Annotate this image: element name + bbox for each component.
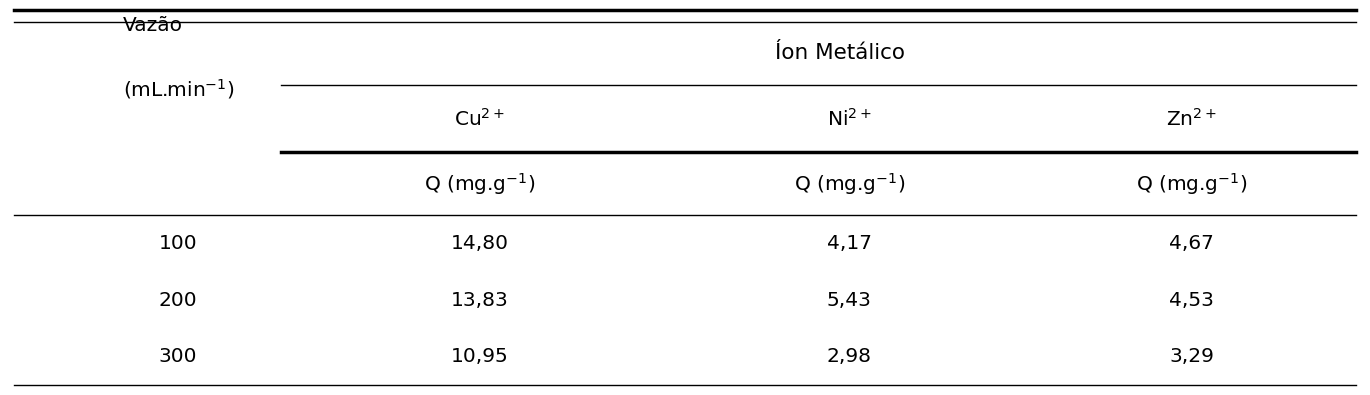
Text: Vazão: Vazão <box>123 16 184 35</box>
Text: 200: 200 <box>159 291 197 310</box>
Text: 300: 300 <box>159 347 197 366</box>
Text: Q (mg.g$^{-1}$): Q (mg.g$^{-1}$) <box>1136 171 1248 197</box>
Text: 4,67: 4,67 <box>1170 234 1214 253</box>
Text: Q (mg.g$^{-1}$): Q (mg.g$^{-1}$) <box>423 171 536 197</box>
Text: 14,80: 14,80 <box>451 234 508 253</box>
Text: 4,53: 4,53 <box>1170 291 1214 310</box>
Text: Zn$^{2+}$: Zn$^{2+}$ <box>1166 107 1218 130</box>
Text: Q (mg.g$^{-1}$): Q (mg.g$^{-1}$) <box>793 171 906 197</box>
Text: 100: 100 <box>159 234 197 253</box>
Text: Cu$^{2+}$: Cu$^{2+}$ <box>453 107 506 130</box>
Text: 10,95: 10,95 <box>451 347 508 366</box>
Text: Íon Metálico: Íon Metálico <box>775 43 906 63</box>
Text: 5,43: 5,43 <box>827 291 871 310</box>
Text: 2,98: 2,98 <box>827 347 871 366</box>
Text: Ni$^{2+}$: Ni$^{2+}$ <box>827 107 871 130</box>
Text: (mL.min$^{-1}$): (mL.min$^{-1}$) <box>123 77 234 101</box>
Text: 3,29: 3,29 <box>1170 347 1214 366</box>
Text: 4,17: 4,17 <box>827 234 871 253</box>
Text: 13,83: 13,83 <box>451 291 508 310</box>
